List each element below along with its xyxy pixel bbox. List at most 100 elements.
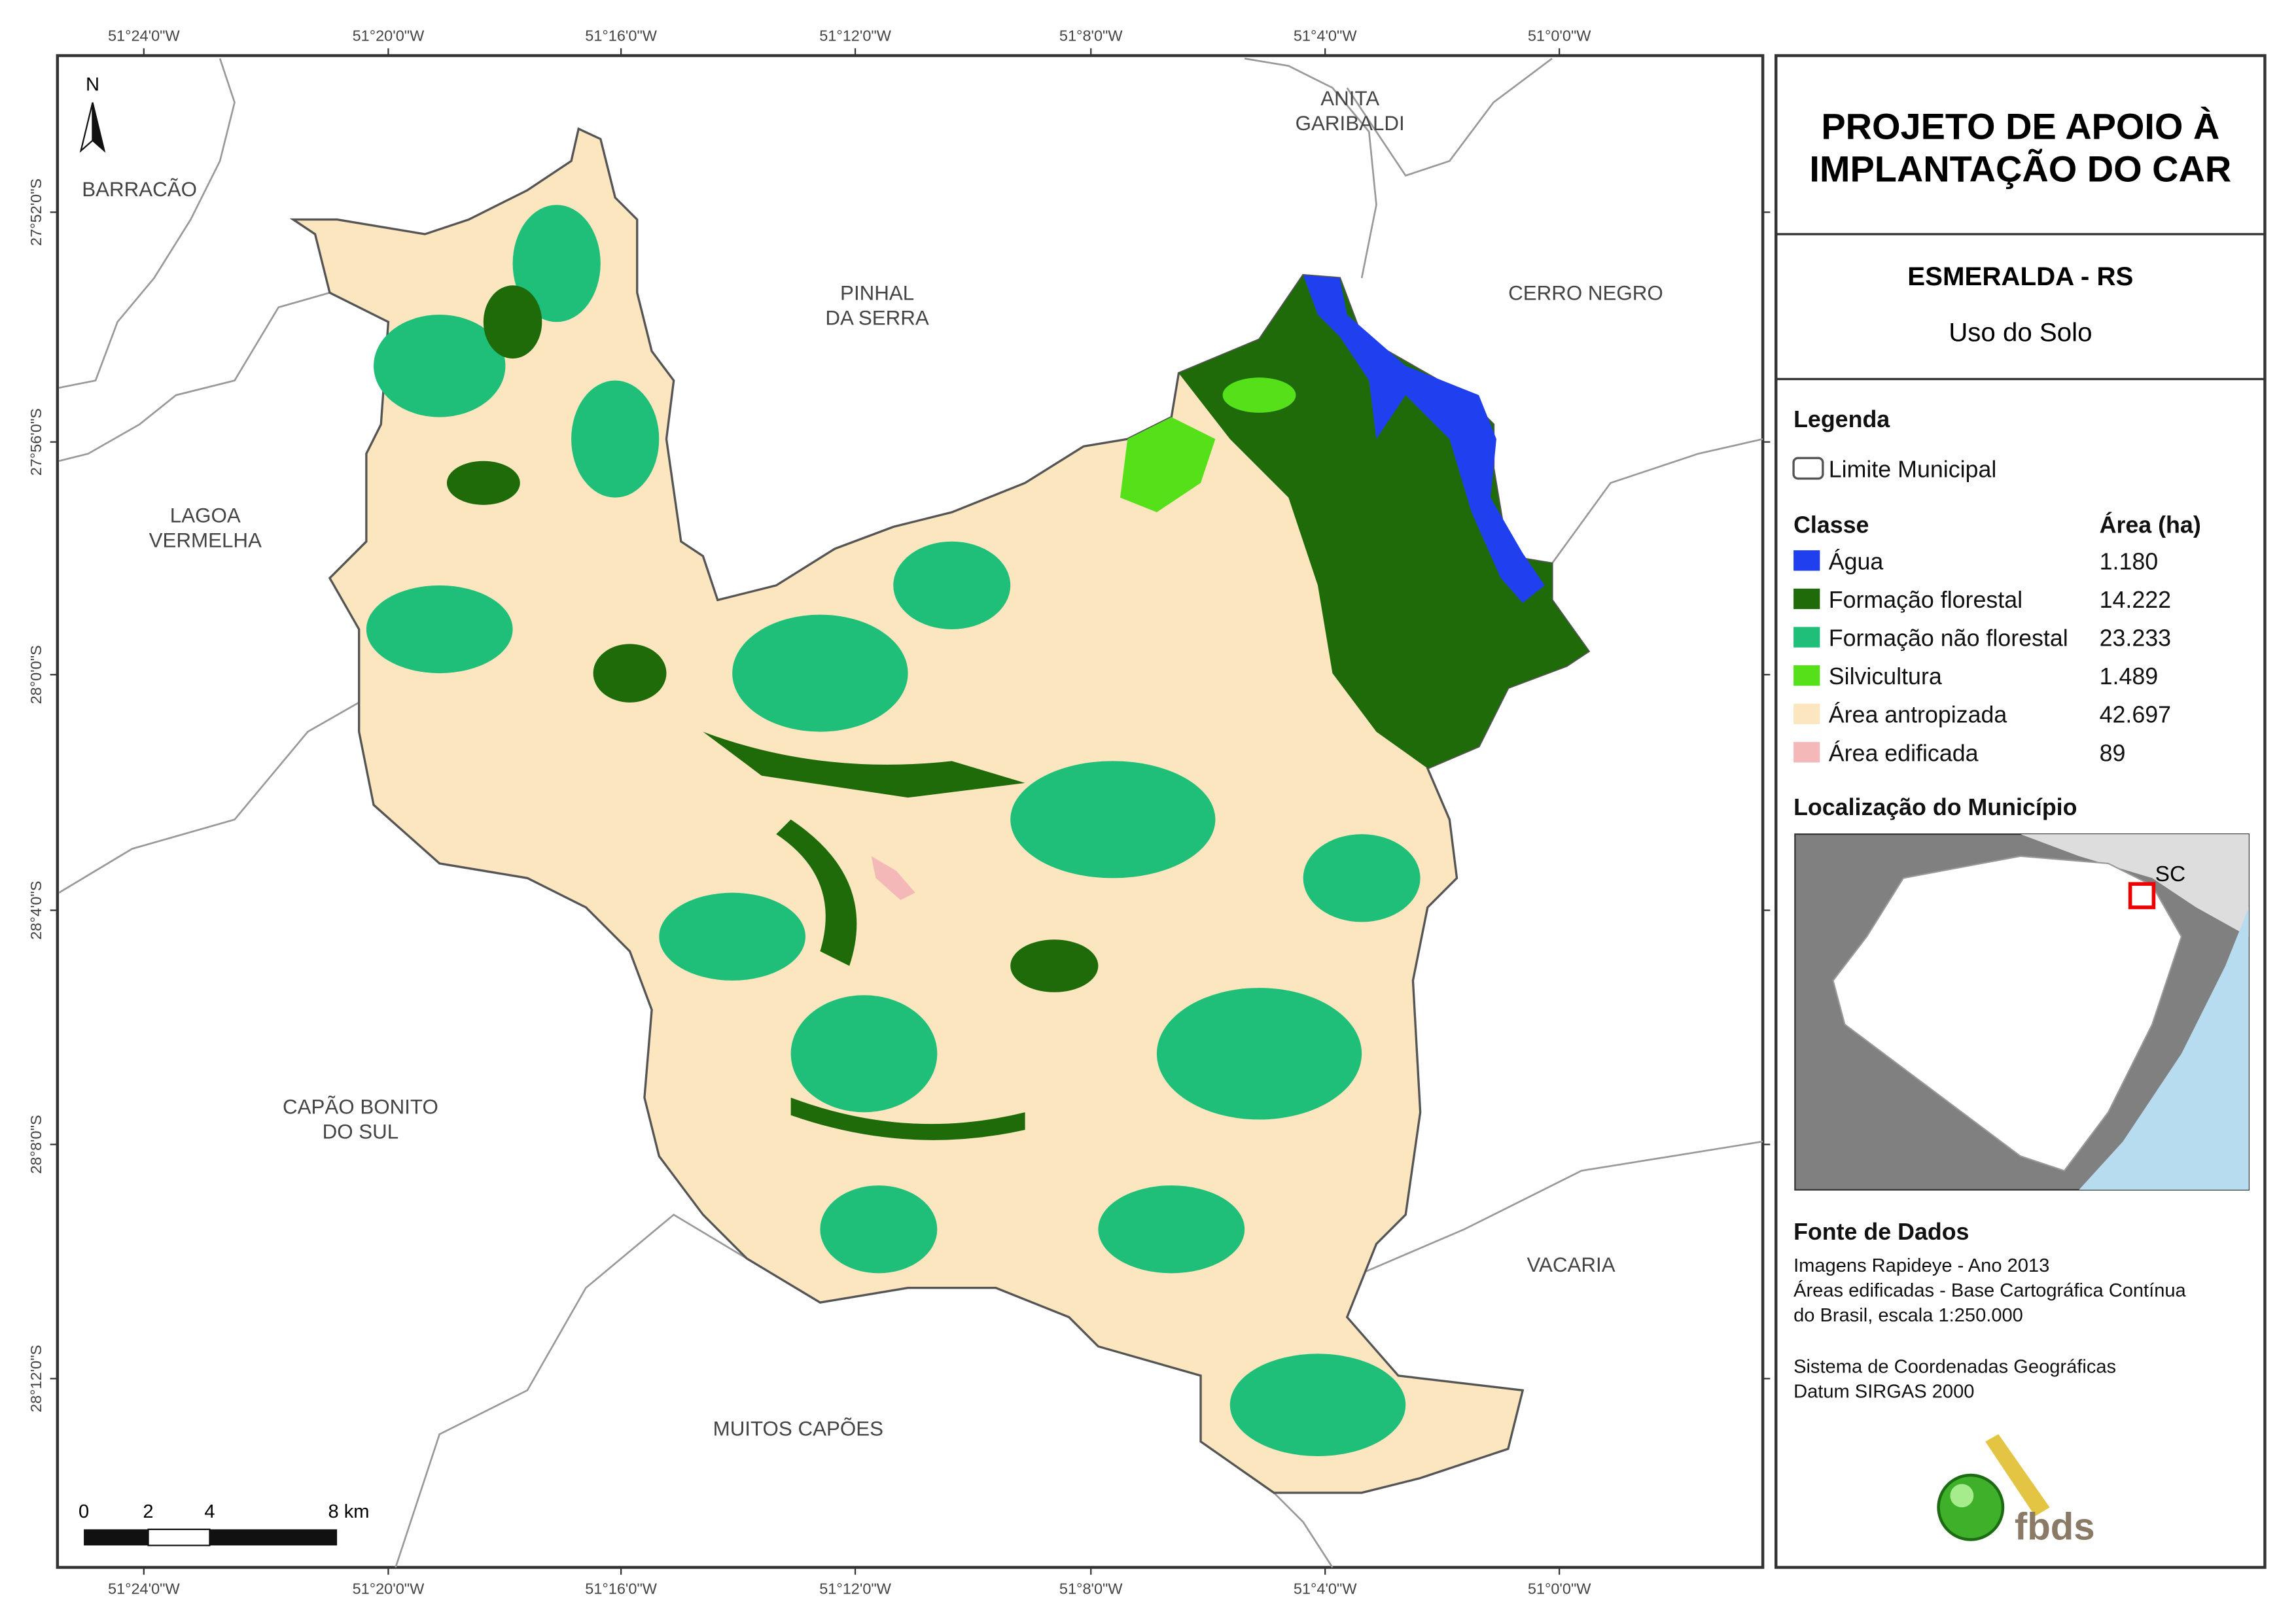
patch xyxy=(893,541,1011,629)
boundary xyxy=(58,58,236,389)
longitude-label: 51°12'0"W xyxy=(819,27,892,44)
north-label: N xyxy=(86,75,99,96)
side-panel xyxy=(1775,54,2267,1569)
class-area: 23.233 xyxy=(2100,625,2171,651)
north-arrow: N xyxy=(79,75,106,153)
title-line: IMPLANTAÇÃO DO CAR xyxy=(1809,148,2231,189)
arrow-right xyxy=(92,102,106,153)
class-swatch xyxy=(1793,588,1820,610)
neighbor-name: LAGOA xyxy=(170,504,241,527)
class-area: 89 xyxy=(2100,740,2126,766)
patch xyxy=(1010,939,1099,992)
class-name: Formação não florestal xyxy=(1829,625,2068,651)
neighbor-name: DO SUL xyxy=(323,1121,399,1143)
area-header: Área (ha) xyxy=(2100,512,2201,538)
neighbor-name: MUITOS CAPÕES xyxy=(713,1418,883,1440)
neighbor-name: PINHAL xyxy=(840,282,914,305)
patch xyxy=(446,461,520,505)
longitude-label: 51°20'0"W xyxy=(353,1580,425,1597)
patch xyxy=(790,995,938,1113)
state-label: SC xyxy=(2155,862,2186,886)
scale-label: 2 xyxy=(143,1501,153,1522)
longitude-label: 51°16'0"W xyxy=(585,27,658,44)
patch xyxy=(659,892,806,981)
patch xyxy=(1229,1353,1406,1456)
boundary xyxy=(1273,1492,1333,1568)
longitude-label: 51°4'0"W xyxy=(1294,27,1357,44)
class-name: Formação florestal xyxy=(1829,587,2022,613)
longitude-labels-top: 51°24'0"W 51°20'0"W 51°16'0"W 51°12'0"W 51°8… xyxy=(108,27,1591,56)
scale-bar: 0 2 4 8 km xyxy=(79,1501,370,1546)
scale-segment xyxy=(84,1529,149,1546)
silviculture xyxy=(1222,377,1296,413)
scale-segment xyxy=(209,1529,338,1546)
boundary xyxy=(395,1213,748,1568)
longitude-label: 51°8'0"W xyxy=(1059,27,1123,44)
class-name: Área edificada xyxy=(1829,740,1979,766)
latitude-label: 28°0'0"S xyxy=(27,645,44,704)
water xyxy=(1303,275,1545,603)
longitude-label: 51°24'0"W xyxy=(108,1580,181,1597)
latitude-label: 28°4'0"S xyxy=(27,881,44,939)
class-swatch xyxy=(1793,703,1820,724)
patch xyxy=(703,731,1025,798)
latitude-labels-left: 27°52'0"S 27°56'0"S 28°0'0"S 28°4'0"S 28°8'0… xyxy=(27,179,1771,1412)
neighbor-name: DA SERRA xyxy=(825,307,928,330)
class-swatch xyxy=(1793,665,1820,686)
scale-label: 8 km xyxy=(328,1501,370,1522)
class-area: 1.489 xyxy=(2100,663,2159,689)
longitude-label: 51°0'0"W xyxy=(1528,27,1591,44)
longitude-label: 51°24'0"W xyxy=(108,27,181,44)
longitude-labels-bottom: 51°24'0"W 51°20'0"W 51°16'0"W 51°12'0"W 51°8… xyxy=(108,1567,1591,1597)
latitude-label: 27°52'0"S xyxy=(27,179,44,246)
boundary-label: Limite Municipal xyxy=(1829,456,1997,482)
ocean xyxy=(2079,907,2249,1190)
longitude-label: 51°20'0"W xyxy=(353,27,425,44)
patch xyxy=(374,314,506,417)
neighbor-name: ANITA xyxy=(1320,87,1379,110)
built-area xyxy=(871,856,915,900)
source-line: Imagens Rapideye - Ano 2013 xyxy=(1793,1255,2049,1276)
patch xyxy=(732,614,908,732)
sources: Imagens Rapideye - Ano 2013 Áreas edifica… xyxy=(1793,1255,2186,1402)
longitude-label: 51°16'0"W xyxy=(585,1580,658,1597)
boundary xyxy=(1244,58,1377,279)
source-line: Áreas edificadas - Base Cartográfica Con… xyxy=(1793,1280,2186,1301)
patch xyxy=(776,819,857,966)
land-cover xyxy=(366,205,1589,1456)
source-line: do Brasil, escala 1:250.000 xyxy=(1793,1305,2023,1326)
longitude-label: 51°0'0"W xyxy=(1528,1580,1591,1597)
class-name: Área antropizada xyxy=(1829,702,2007,728)
sources-title: Fonte de Dados xyxy=(1793,1219,1969,1245)
class-swatch xyxy=(1793,627,1820,648)
location-title: Localização do Município xyxy=(1793,794,2077,820)
patch xyxy=(1098,1185,1245,1274)
scale-segment xyxy=(147,1528,211,1546)
boundary-swatch xyxy=(1792,457,1824,480)
patch xyxy=(1010,761,1216,879)
neighbor-name: CERRO NEGRO xyxy=(1508,282,1663,305)
logo-bar xyxy=(1985,1434,2050,1516)
class-swatch xyxy=(1793,742,1820,763)
patch xyxy=(512,205,601,323)
boundary xyxy=(1551,438,1763,565)
class-swatch xyxy=(1793,550,1820,571)
logo-text: fbds xyxy=(2015,1505,2095,1548)
patch xyxy=(571,380,660,498)
location-inset: SC xyxy=(1794,833,2250,1191)
class-area: 14.222 xyxy=(2100,587,2171,613)
longitude-label: 51°4'0"W xyxy=(1294,1580,1357,1597)
longitude-label: 51°12'0"W xyxy=(819,1580,892,1597)
source-line: Datum SIRGAS 2000 xyxy=(1793,1381,1974,1402)
patch xyxy=(593,644,667,703)
subtitle: Uso do Solo xyxy=(1949,317,2092,347)
patch xyxy=(820,1185,938,1274)
legend-classes: Água 1.180 Formação florestal 14.222 Formaçã… xyxy=(1793,548,2171,766)
neighbor-name: GARIBALDI xyxy=(1296,112,1405,135)
class-name: Silvicultura xyxy=(1829,663,1942,689)
scale-label: 4 xyxy=(204,1501,215,1522)
source-line: Sistema de Coordenadas Geográficas xyxy=(1793,1356,2116,1377)
title-line: PROJETO DE APOIO À xyxy=(1821,106,2219,147)
